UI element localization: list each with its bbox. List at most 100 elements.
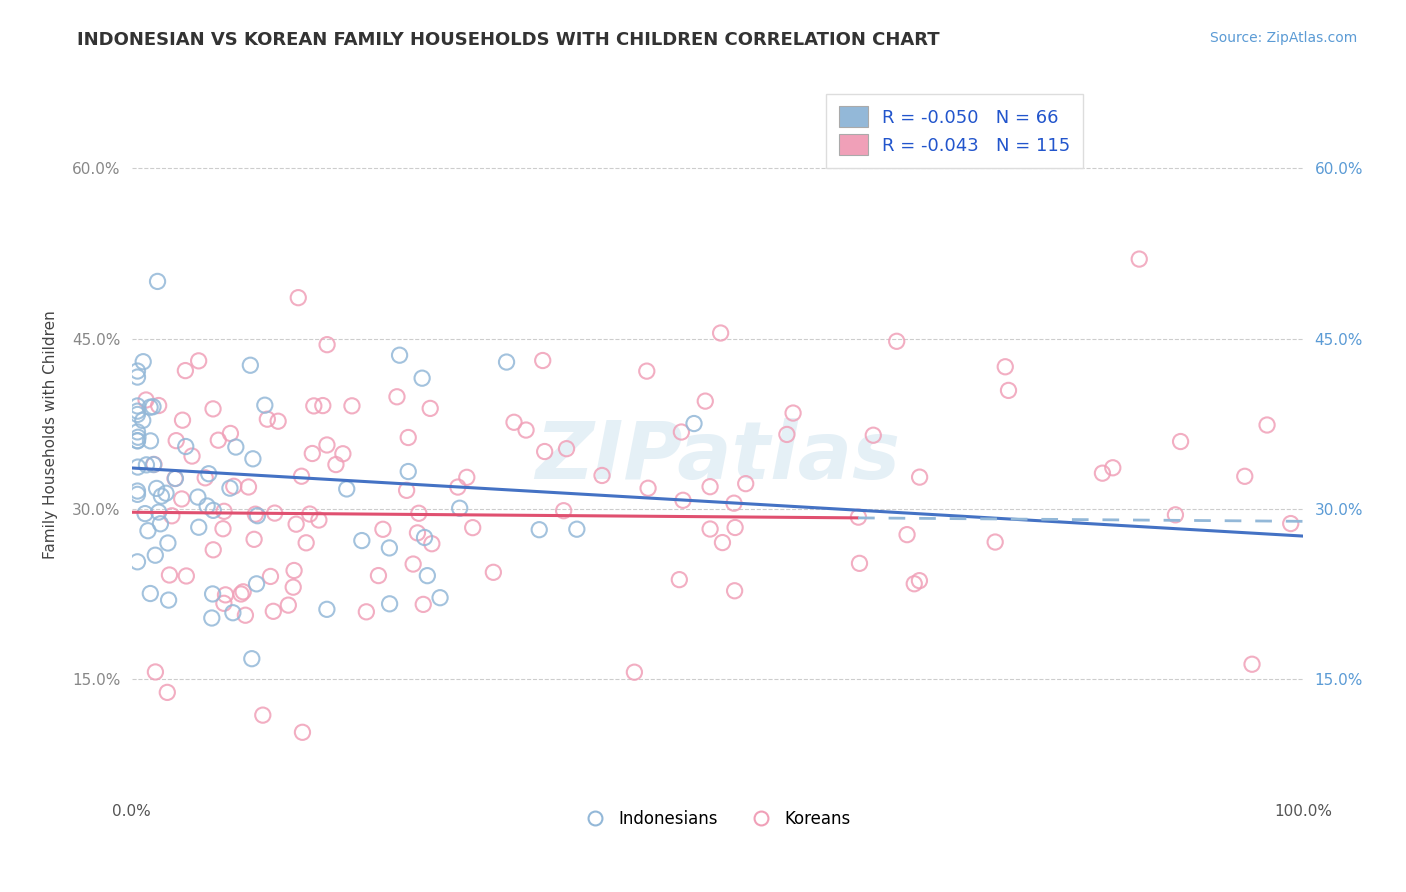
Point — [984, 535, 1007, 549]
Point — [420, 537, 443, 551]
Point — [1170, 434, 1192, 449]
Point — [181, 449, 204, 463]
Point — [848, 557, 870, 571]
Point — [1233, 469, 1256, 483]
Point — [256, 412, 278, 426]
Point — [412, 598, 434, 612]
Point — [127, 434, 149, 448]
Point — [903, 576, 925, 591]
Point — [222, 479, 245, 493]
Point — [214, 588, 236, 602]
Point — [174, 440, 197, 454]
Point — [127, 425, 149, 439]
Point — [447, 480, 470, 494]
Point — [187, 354, 209, 368]
Point — [157, 593, 180, 607]
Point — [413, 531, 436, 545]
Point — [301, 446, 323, 460]
Point — [385, 390, 408, 404]
Point — [207, 433, 229, 447]
Point — [325, 458, 347, 472]
Point — [776, 427, 799, 442]
Point — [623, 665, 645, 680]
Point — [142, 400, 165, 414]
Point — [350, 533, 373, 548]
Point — [253, 398, 276, 412]
Point — [1256, 417, 1278, 432]
Point — [155, 486, 177, 500]
Point — [461, 521, 484, 535]
Point — [127, 430, 149, 444]
Point — [202, 401, 225, 416]
Point — [194, 471, 217, 485]
Point — [132, 413, 155, 427]
Point — [135, 392, 157, 407]
Point — [127, 404, 149, 418]
Point — [555, 442, 578, 456]
Point — [332, 447, 354, 461]
Point — [298, 507, 321, 521]
Point — [263, 506, 285, 520]
Point — [174, 363, 197, 377]
Point — [711, 535, 734, 549]
Point — [283, 564, 305, 578]
Point — [229, 587, 252, 601]
Point — [994, 359, 1017, 374]
Point — [419, 401, 441, 416]
Point — [127, 484, 149, 499]
Point — [235, 608, 257, 623]
Point — [127, 487, 149, 501]
Point — [139, 434, 162, 448]
Point — [243, 533, 266, 547]
Point — [1279, 516, 1302, 531]
Point — [411, 371, 433, 385]
Point — [245, 507, 267, 521]
Point — [201, 587, 224, 601]
Point — [163, 471, 186, 485]
Point — [396, 430, 419, 444]
Point — [515, 423, 537, 437]
Point — [886, 334, 908, 349]
Point — [139, 401, 162, 415]
Point — [127, 370, 149, 384]
Point — [246, 508, 269, 523]
Point — [482, 566, 505, 580]
Point — [699, 480, 721, 494]
Point — [127, 364, 149, 378]
Legend: Indonesians, Koreans: Indonesians, Koreans — [578, 803, 858, 834]
Point — [127, 460, 149, 475]
Point — [259, 569, 281, 583]
Point — [723, 583, 745, 598]
Point — [290, 469, 312, 483]
Point — [127, 399, 149, 413]
Point — [165, 471, 187, 485]
Point — [172, 413, 194, 427]
Point — [356, 605, 378, 619]
Point — [449, 501, 471, 516]
Point — [267, 414, 290, 428]
Point — [591, 468, 613, 483]
Point — [1240, 657, 1263, 672]
Point — [396, 465, 419, 479]
Point — [202, 542, 225, 557]
Point — [145, 665, 167, 679]
Point — [371, 522, 394, 536]
Point — [695, 394, 717, 409]
Point — [862, 428, 884, 442]
Point — [291, 725, 314, 739]
Point — [395, 483, 418, 498]
Point — [699, 522, 721, 536]
Point — [225, 440, 247, 454]
Point — [388, 348, 411, 362]
Point — [637, 481, 659, 495]
Point — [245, 577, 267, 591]
Point — [262, 604, 284, 618]
Point — [378, 597, 401, 611]
Point — [212, 596, 235, 610]
Point — [997, 384, 1019, 398]
Point — [1128, 252, 1150, 266]
Point — [149, 516, 172, 531]
Point — [406, 525, 429, 540]
Point — [316, 337, 339, 351]
Point — [312, 399, 335, 413]
